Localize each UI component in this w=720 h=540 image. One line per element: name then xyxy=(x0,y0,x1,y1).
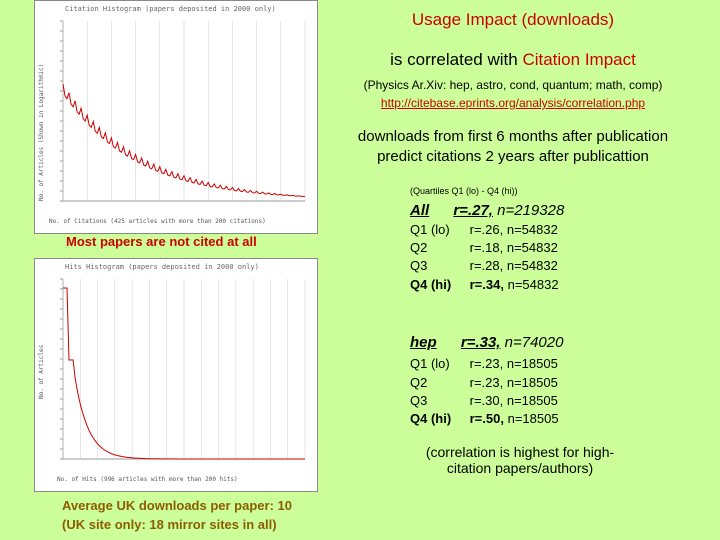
hep-row-q3: Q3 r=.30, n=18505 xyxy=(410,393,558,408)
all-row-q2: Q2 r=.18, n=54832 xyxy=(410,240,558,255)
all-row-q3: Q3 r=.28, n=54832 xyxy=(410,258,558,273)
subtitle-red: Citation Impact xyxy=(522,50,636,69)
all-group-r: r=.27, xyxy=(453,202,493,219)
claim-line-1: downloads from first 6 months after publ… xyxy=(357,128,669,145)
footer-line-2: (UK site only: 18 mirror sites in all) xyxy=(62,517,277,532)
c2-series-line xyxy=(63,287,305,460)
all-group-name: All xyxy=(410,202,430,219)
quartiles-note: (Quartiles Q1 (lo) - Q4 (hi)) xyxy=(410,186,518,196)
chart2-title: Hits Histogram (papers deposited in 2000… xyxy=(65,263,259,271)
chart2-ylabel: No. of Articles xyxy=(38,344,45,399)
correlation-note: (correlation is highest for high-citatio… xyxy=(425,444,615,476)
correlation-url[interactable]: http://citebase.eprints.org/analysis/cor… xyxy=(330,96,696,110)
hep-group-header: hep r=.33, n=74020 xyxy=(410,334,563,351)
hep-row-q2: Q2 r=.23, n=18505 xyxy=(410,375,558,390)
chart1-title: Citation Histogram (papers deposited in … xyxy=(65,5,276,13)
hep-row-q4: Q4 (hi) r=.50, n=18505 xyxy=(410,411,559,426)
caption-uncited: Most papers are not cited at all xyxy=(66,234,257,249)
all-group-header: All r=.27, n=219328 xyxy=(410,202,564,219)
hep-row-q1: Q1 (lo) r=.23, n=18505 xyxy=(410,356,558,371)
archives-line: (Physics Ar.Xiv: hep, astro, cond, quant… xyxy=(363,78,663,92)
chart1-xlabel: No. of Citations (425 articles with more… xyxy=(49,218,266,225)
chart1-ylabel: No. of Articles (Shown in Logarithmic) xyxy=(38,64,45,201)
hep-group-n: n=74020 xyxy=(504,334,564,351)
footer-note: Average UK downloads per paper: 10 (UK s… xyxy=(62,496,292,534)
hits-histogram-chart: Hits Histogram (papers deposited in 2000… xyxy=(34,258,318,492)
footer-line-1: Average UK downloads per paper: 10 xyxy=(62,498,292,513)
chart1-svg: No. of Articles (Shown in Logarithmic) N… xyxy=(38,20,306,225)
all-group-n: n=219328 xyxy=(497,202,565,219)
slide-subtitle: is correlated with Citation Impact xyxy=(330,50,696,70)
citation-histogram-chart: Citation Histogram (papers deposited in … xyxy=(34,0,318,234)
hep-group-r: r=.33, xyxy=(460,334,501,351)
chart2-svg: No. of Articles No. of Hits (996 article… xyxy=(38,278,306,483)
c1-series-line xyxy=(62,83,306,197)
all-row-q4: Q4 (hi) r=.34, n=54832 xyxy=(410,277,559,292)
claim-line-2: predict citations 2 years after publicat… xyxy=(377,148,649,165)
all-row-q1: Q1 (lo) r=.26, n=54832 xyxy=(410,222,558,237)
subtitle-prefix: is correlated with xyxy=(390,50,518,69)
hep-group-name: hep xyxy=(410,334,437,351)
slide-title: Usage Impact (downloads) xyxy=(411,10,615,29)
correlation-link[interactable]: http://citebase.eprints.org/analysis/cor… xyxy=(380,96,646,110)
chart2-xlabel: No. of Hits (996 articles with more than… xyxy=(57,476,238,483)
